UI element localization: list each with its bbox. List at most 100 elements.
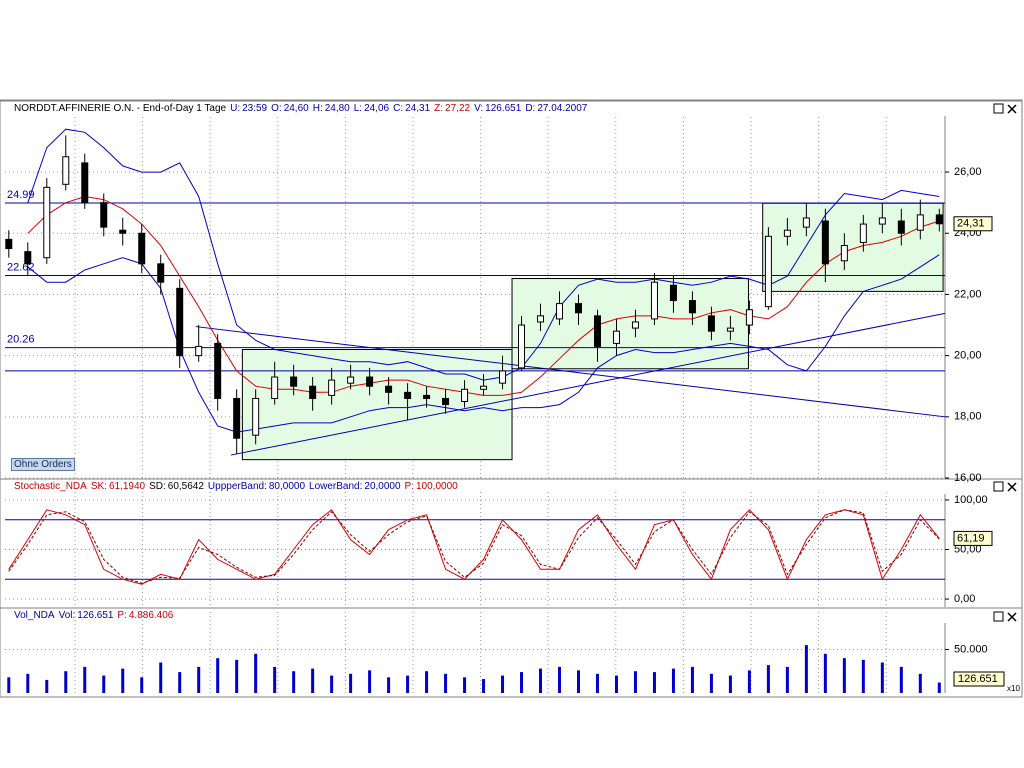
- candle-body: [935, 214, 943, 225]
- volume-bar: [102, 675, 106, 693]
- candle-body: [385, 385, 393, 393]
- field-label: D:: [525, 103, 536, 114]
- candle-body: [859, 223, 867, 243]
- candle-body: [764, 235, 772, 308]
- candle-body: [897, 220, 905, 234]
- field-label: O:: [271, 103, 282, 114]
- level-label: 20.26: [7, 334, 35, 346]
- volume-bar: [368, 670, 372, 693]
- field-label: V:: [474, 103, 484, 114]
- volume-bar: [652, 672, 656, 693]
- candle-body: [537, 315, 545, 323]
- range-box: [762, 202, 944, 292]
- field-value: 23:59: [242, 103, 268, 114]
- field-label: C:: [393, 103, 404, 114]
- volume-bar: [7, 677, 11, 693]
- candle-body: [214, 342, 222, 399]
- candle-body: [688, 300, 696, 314]
- volume-bar: [823, 653, 827, 693]
- maximize-button[interactable]: [993, 103, 1004, 114]
- volume-bar: [140, 677, 144, 693]
- candle-body: [5, 238, 13, 250]
- candle-body: [840, 244, 848, 262]
- y-tick-label: 16,00: [954, 472, 982, 484]
- close-button[interactable]: [1007, 104, 1017, 114]
- panel-title: Stochastic_NDA: [14, 481, 87, 492]
- field-value: 80,0000: [268, 481, 306, 492]
- maximize-button[interactable]: [993, 611, 1004, 622]
- window-buttons: [993, 103, 1017, 622]
- level-label: 24.99: [7, 189, 35, 201]
- volume-bar: [576, 670, 580, 693]
- volume-bar: [880, 662, 884, 693]
- volume-bar: [709, 673, 713, 693]
- candle-body: [916, 214, 924, 231]
- volume-bar: [330, 675, 334, 693]
- candle-body: [612, 330, 620, 344]
- volume-bar: [747, 670, 751, 693]
- volume-bar: [26, 673, 30, 693]
- candle-body: [271, 376, 279, 399]
- candle-body: [138, 232, 146, 265]
- volume-bar: [178, 672, 182, 693]
- candle-body: [631, 321, 639, 329]
- field-value: 24,31: [405, 103, 431, 114]
- candle-body: [745, 309, 753, 326]
- field-label: U:: [230, 103, 241, 114]
- volume-bar: [45, 679, 49, 693]
- candle-body: [556, 303, 564, 320]
- indicator-line: [27, 195, 940, 396]
- volume-bar: [918, 673, 922, 693]
- candle-body: [24, 251, 32, 265]
- volume-bar: [539, 668, 543, 693]
- volume-bar: [444, 673, 448, 693]
- field-value: 61,1940: [108, 481, 146, 492]
- field-value: 100,0000: [416, 481, 458, 492]
- stochastic-line: [8, 509, 940, 584]
- y-tick-label: 50.000: [954, 643, 988, 655]
- maximize-button[interactable]: [993, 481, 1004, 492]
- candle-body: [574, 303, 582, 314]
- volume-bar: [728, 675, 732, 693]
- candle-body: [423, 394, 431, 399]
- candle-body: [195, 345, 203, 357]
- candle-body: [442, 397, 450, 406]
- candle-body: [290, 376, 298, 387]
- candle-body: [518, 324, 526, 369]
- close-button[interactable]: [1007, 482, 1017, 492]
- panel-header: Stochastic_NDA SK: 61,1940 SD: 60,5642 Uppper…: [14, 480, 462, 493]
- candle-body: [81, 162, 89, 204]
- volume-bar: [83, 666, 87, 693]
- field-label: Vol:: [58, 610, 76, 621]
- candle-body: [157, 263, 165, 283]
- volume-bar: [235, 659, 239, 693]
- y-tick-label: 100,00: [954, 494, 988, 506]
- candle-body: [669, 284, 677, 302]
- field-label: P:: [404, 481, 414, 492]
- close-button[interactable]: [1007, 612, 1017, 622]
- y-tick-label: 0,00: [954, 593, 975, 605]
- volume-bar: [842, 658, 846, 693]
- field-label: P:: [117, 610, 127, 621]
- panel-header: Vol_NDA Vol: 126.651 P: 4.886.406: [14, 609, 177, 622]
- volume-bar: [463, 677, 467, 693]
- last-value-label: 24,31: [957, 218, 985, 230]
- field-label: UppperBand:: [207, 481, 267, 492]
- trend-line: [195, 326, 946, 418]
- y-tick-label: 50,00: [954, 543, 982, 555]
- volume-bar: [349, 673, 353, 693]
- candle-body: [62, 156, 70, 185]
- volume-bar: [254, 653, 258, 693]
- candle-body: [43, 186, 51, 259]
- field-label: Z:: [434, 103, 444, 114]
- candle-body: [461, 388, 469, 403]
- last-value-label: 61,19: [957, 532, 985, 544]
- orders-button[interactable]: Ohne Orders: [11, 458, 75, 471]
- last-value-box: [953, 671, 1005, 687]
- y-tick-label: 20,00: [954, 350, 982, 362]
- last-value-box: [953, 530, 993, 546]
- volume-bar: [482, 679, 486, 693]
- volume-bar: [558, 666, 562, 693]
- stochastic-line: [8, 509, 940, 585]
